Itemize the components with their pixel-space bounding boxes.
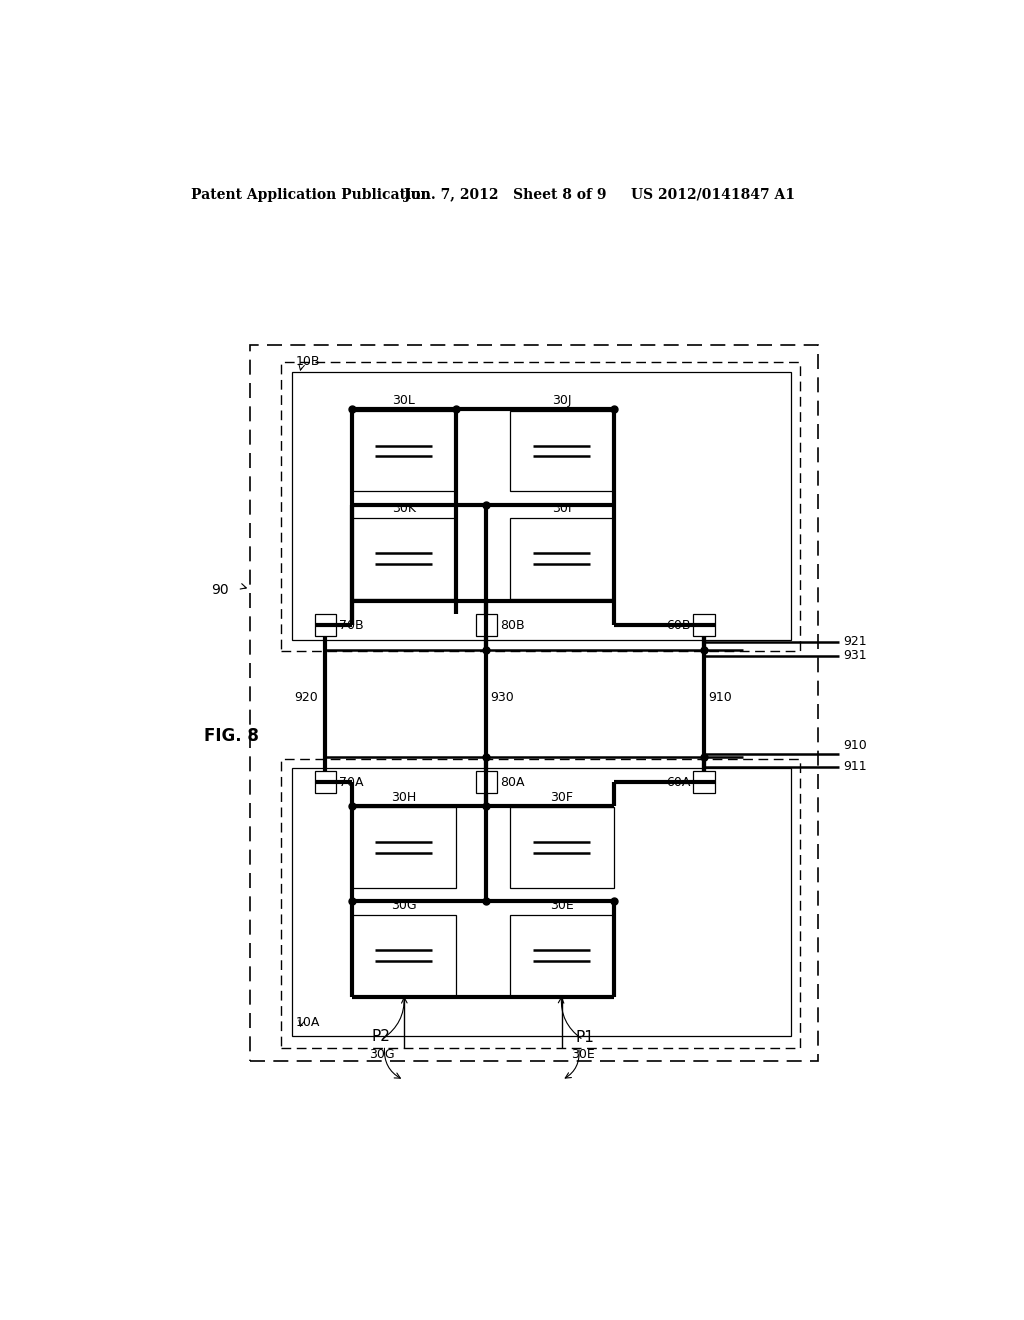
Text: 30K: 30K: [392, 503, 416, 515]
Text: 30E: 30E: [571, 1048, 595, 1061]
Bar: [314, 771, 336, 793]
Text: 30L: 30L: [392, 395, 416, 408]
Text: 80A: 80A: [500, 776, 524, 788]
Text: 30G: 30G: [391, 899, 417, 912]
Text: 931: 931: [843, 649, 866, 663]
Text: 70B: 70B: [339, 619, 364, 631]
Text: US 2012/0141847 A1: US 2012/0141847 A1: [631, 187, 795, 202]
Text: 910: 910: [843, 739, 866, 752]
Text: 30I: 30I: [552, 503, 571, 515]
Bar: [250, 345, 818, 1061]
Text: 30H: 30H: [391, 791, 417, 804]
Bar: [693, 614, 715, 636]
Text: 60B: 60B: [666, 619, 690, 631]
Bar: [314, 614, 336, 636]
Text: 10B: 10B: [296, 355, 321, 368]
Text: Jun. 7, 2012   Sheet 8 of 9: Jun. 7, 2012 Sheet 8 of 9: [403, 187, 606, 202]
Text: P2: P2: [372, 1028, 390, 1044]
Bar: [281, 759, 801, 1048]
Bar: [281, 363, 801, 651]
Bar: [352, 915, 456, 995]
Bar: [510, 519, 613, 599]
Text: 30F: 30F: [550, 791, 573, 804]
Text: 30J: 30J: [552, 395, 571, 408]
Bar: [510, 411, 613, 491]
Text: 910: 910: [708, 690, 732, 704]
Text: 30E: 30E: [550, 899, 573, 912]
Bar: [693, 771, 715, 793]
Text: 30G: 30G: [370, 1048, 395, 1061]
Bar: [510, 915, 613, 995]
Bar: [352, 807, 456, 888]
Bar: [352, 519, 456, 599]
Text: 60A: 60A: [666, 776, 690, 788]
Text: FIG. 8: FIG. 8: [204, 727, 259, 744]
Bar: [352, 411, 456, 491]
Text: 911: 911: [843, 760, 866, 774]
Bar: [475, 614, 497, 636]
Bar: [510, 807, 613, 888]
Text: 920: 920: [294, 690, 317, 704]
Text: 930: 930: [490, 690, 514, 704]
Text: 90: 90: [212, 582, 229, 597]
Bar: [292, 768, 792, 1036]
Text: 70A: 70A: [339, 776, 364, 788]
Text: 921: 921: [843, 635, 866, 648]
Text: Patent Application Publication: Patent Application Publication: [190, 187, 430, 202]
Bar: [475, 771, 497, 793]
Text: 80B: 80B: [500, 619, 524, 631]
Text: P1: P1: [575, 1031, 594, 1045]
Text: 10A: 10A: [296, 1015, 321, 1028]
Bar: [292, 372, 792, 640]
